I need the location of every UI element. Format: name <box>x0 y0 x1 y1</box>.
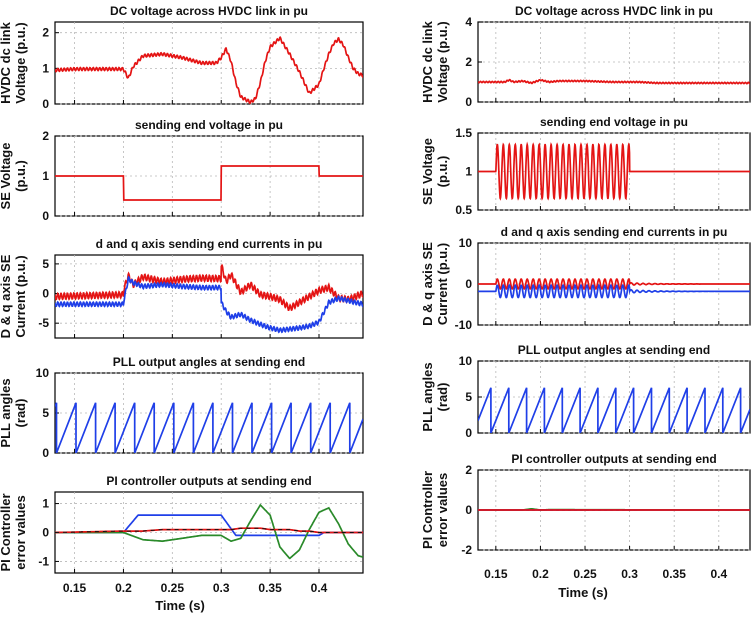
y-tick-label: 0 <box>42 287 49 301</box>
series-line-vse <box>55 165 363 201</box>
y-tick-label: -5 <box>38 316 49 330</box>
y-axis-label: PI Controller <box>0 493 13 571</box>
panel-left-3: 0 5 10 PLL output angles at sending end PLL … <box>0 355 364 460</box>
y-axis-label: (p.u.) <box>435 156 450 188</box>
y-tick-label: -2 <box>461 543 472 557</box>
x-tick-label: 0.15 <box>484 567 508 581</box>
y-axis-label: HVDC dc link <box>420 20 435 102</box>
y-axis-label: HVDC dc link <box>0 21 13 103</box>
y-axis-label: Voltage (p.u.) <box>435 21 450 102</box>
panel-title: PI controller outputs at sending end <box>511 452 716 466</box>
y-axis-label: (p.u.) <box>13 160 28 192</box>
x-axis-label-right: Time (s) <box>558 585 608 600</box>
y-axis-label: error values <box>13 495 28 569</box>
y-axis-label: PI Controller <box>420 471 435 549</box>
panel-left-2: -5 0 5 d and q axis sending end currents in… <box>0 237 364 339</box>
panel-title: d and q axis sending end currents in pu <box>96 237 323 251</box>
y-axis-label: (rad) <box>435 383 450 412</box>
y-tick-label: 5 <box>465 390 472 404</box>
y-tick-label: -1 <box>38 554 49 568</box>
y-tick-label: 5 <box>42 257 49 271</box>
y-axis-label: (rad) <box>13 399 28 428</box>
y-tick-label: 0 <box>42 526 49 540</box>
y-axis-label: Current (p.u.) <box>13 255 28 337</box>
panel-title: sending end voltage in pu <box>135 118 283 132</box>
x-tick-label: 0.2 <box>115 581 132 595</box>
series-line-theta <box>55 402 363 453</box>
panel-right-2: -10 0 10 d and q axis sending end currents … <box>420 225 751 332</box>
series-line-iq <box>478 283 750 299</box>
x-axis-label-left: Time (s) <box>155 598 205 613</box>
y-axis-label: Current (p.u.) <box>435 243 450 325</box>
panel-title: DC voltage across HVDC link in pu <box>515 4 713 18</box>
y-axis-label: PLL angles <box>420 362 435 431</box>
x-tick-label: 0.4 <box>710 567 727 581</box>
y-tick-label: 0 <box>42 209 49 223</box>
y-axis-label: SE Voltage <box>0 143 13 210</box>
series-line-pi2 <box>55 503 363 560</box>
right-column: Time (s) 0 2 4 DC voltage across HVDC link … <box>420 4 751 600</box>
y-tick-label: 1 <box>42 61 49 75</box>
x-tick-label: 0.25 <box>573 567 597 581</box>
panel-title: d and q axis sending end currents in pu <box>501 225 728 239</box>
x-tick-label: 0.15 <box>63 581 87 595</box>
y-axis-label: D & q axis SE <box>0 254 13 338</box>
y-tick-label: 0.5 <box>455 203 472 217</box>
series-line-vdc <box>478 78 750 85</box>
x-tick-label: 0.25 <box>161 581 185 595</box>
panel-right-4: -2 0 2 PI controller outputs at sending end… <box>420 452 751 581</box>
series-line-id <box>478 278 750 290</box>
series-line-id <box>55 263 363 312</box>
y-tick-label: 10 <box>459 354 473 368</box>
series-line-theta <box>478 387 750 433</box>
y-tick-label: 2 <box>465 55 472 69</box>
y-tick-label: 0 <box>465 95 472 109</box>
y-tick-label: 0 <box>465 503 472 517</box>
y-tick-label: 2 <box>465 463 472 477</box>
y-axis-label: D & q axis SE <box>420 242 435 326</box>
left-column: Time (s) 0 1 2 DC voltage across HVDC link … <box>0 4 364 613</box>
series-line-vse <box>478 141 750 201</box>
y-axis-label: PLL angles <box>0 378 13 447</box>
x-tick-label: 0.3 <box>213 581 230 595</box>
x-tick-label: 0.35 <box>663 567 687 581</box>
x-tick-label: 0.3 <box>621 567 638 581</box>
y-tick-label: 1 <box>465 165 472 179</box>
y-tick-label: 1.5 <box>455 126 472 140</box>
y-axis-label: error values <box>435 473 450 547</box>
panel-right-1: 0.5 1 1.5 sending end voltage in pu SE Volta… <box>420 115 751 217</box>
series-dash-overlay <box>55 527 363 533</box>
y-tick-label: 0 <box>465 277 472 291</box>
x-tick-label: 0.2 <box>532 567 549 581</box>
panel-left-0: 0 1 2 DC voltage across HVDC link in pu HVDC… <box>0 4 364 111</box>
panel-left-1: 0 1 2 sending end voltage in pu SE Voltage (p… <box>0 118 364 223</box>
panel-right-0: 0 2 4 DC voltage across HVDC link in pu HVDC… <box>420 4 751 109</box>
y-tick-label: 1 <box>42 497 49 511</box>
y-tick-label: 0 <box>42 446 49 460</box>
y-tick-label: 0 <box>465 426 472 440</box>
y-tick-label: 2 <box>42 26 49 40</box>
x-tick-label: 0.4 <box>311 581 328 595</box>
y-tick-label: 0 <box>42 97 49 111</box>
x-tick-label: 0.35 <box>258 581 282 595</box>
y-axis-label: SE Voltage <box>420 138 435 205</box>
panel-title: PI controller outputs at sending end <box>106 474 311 488</box>
y-tick-label: 1 <box>42 169 49 183</box>
panel-right-3: 0 5 10 PLL output angles at sending end PLL … <box>420 343 751 440</box>
series-line-iq <box>55 275 363 334</box>
panel-title: DC voltage across HVDC link in pu <box>110 4 308 18</box>
y-tick-label: -10 <box>455 318 473 332</box>
panel-title: PLL output angles at sending end <box>518 343 710 357</box>
series-line-vdc <box>55 36 363 104</box>
y-tick-label: 10 <box>459 236 473 250</box>
y-tick-label: 2 <box>42 129 49 143</box>
panel-title: sending end voltage in pu <box>540 115 688 129</box>
y-axis-label: Voltage (p.u.) <box>13 22 28 103</box>
y-tick-label: 4 <box>465 15 472 29</box>
panel-title: PLL output angles at sending end <box>113 355 305 369</box>
panel-left-4: -1 0 1 PI controller outputs at sending end… <box>0 474 364 595</box>
y-tick-label: 5 <box>42 406 49 420</box>
y-tick-label: 10 <box>36 366 50 380</box>
